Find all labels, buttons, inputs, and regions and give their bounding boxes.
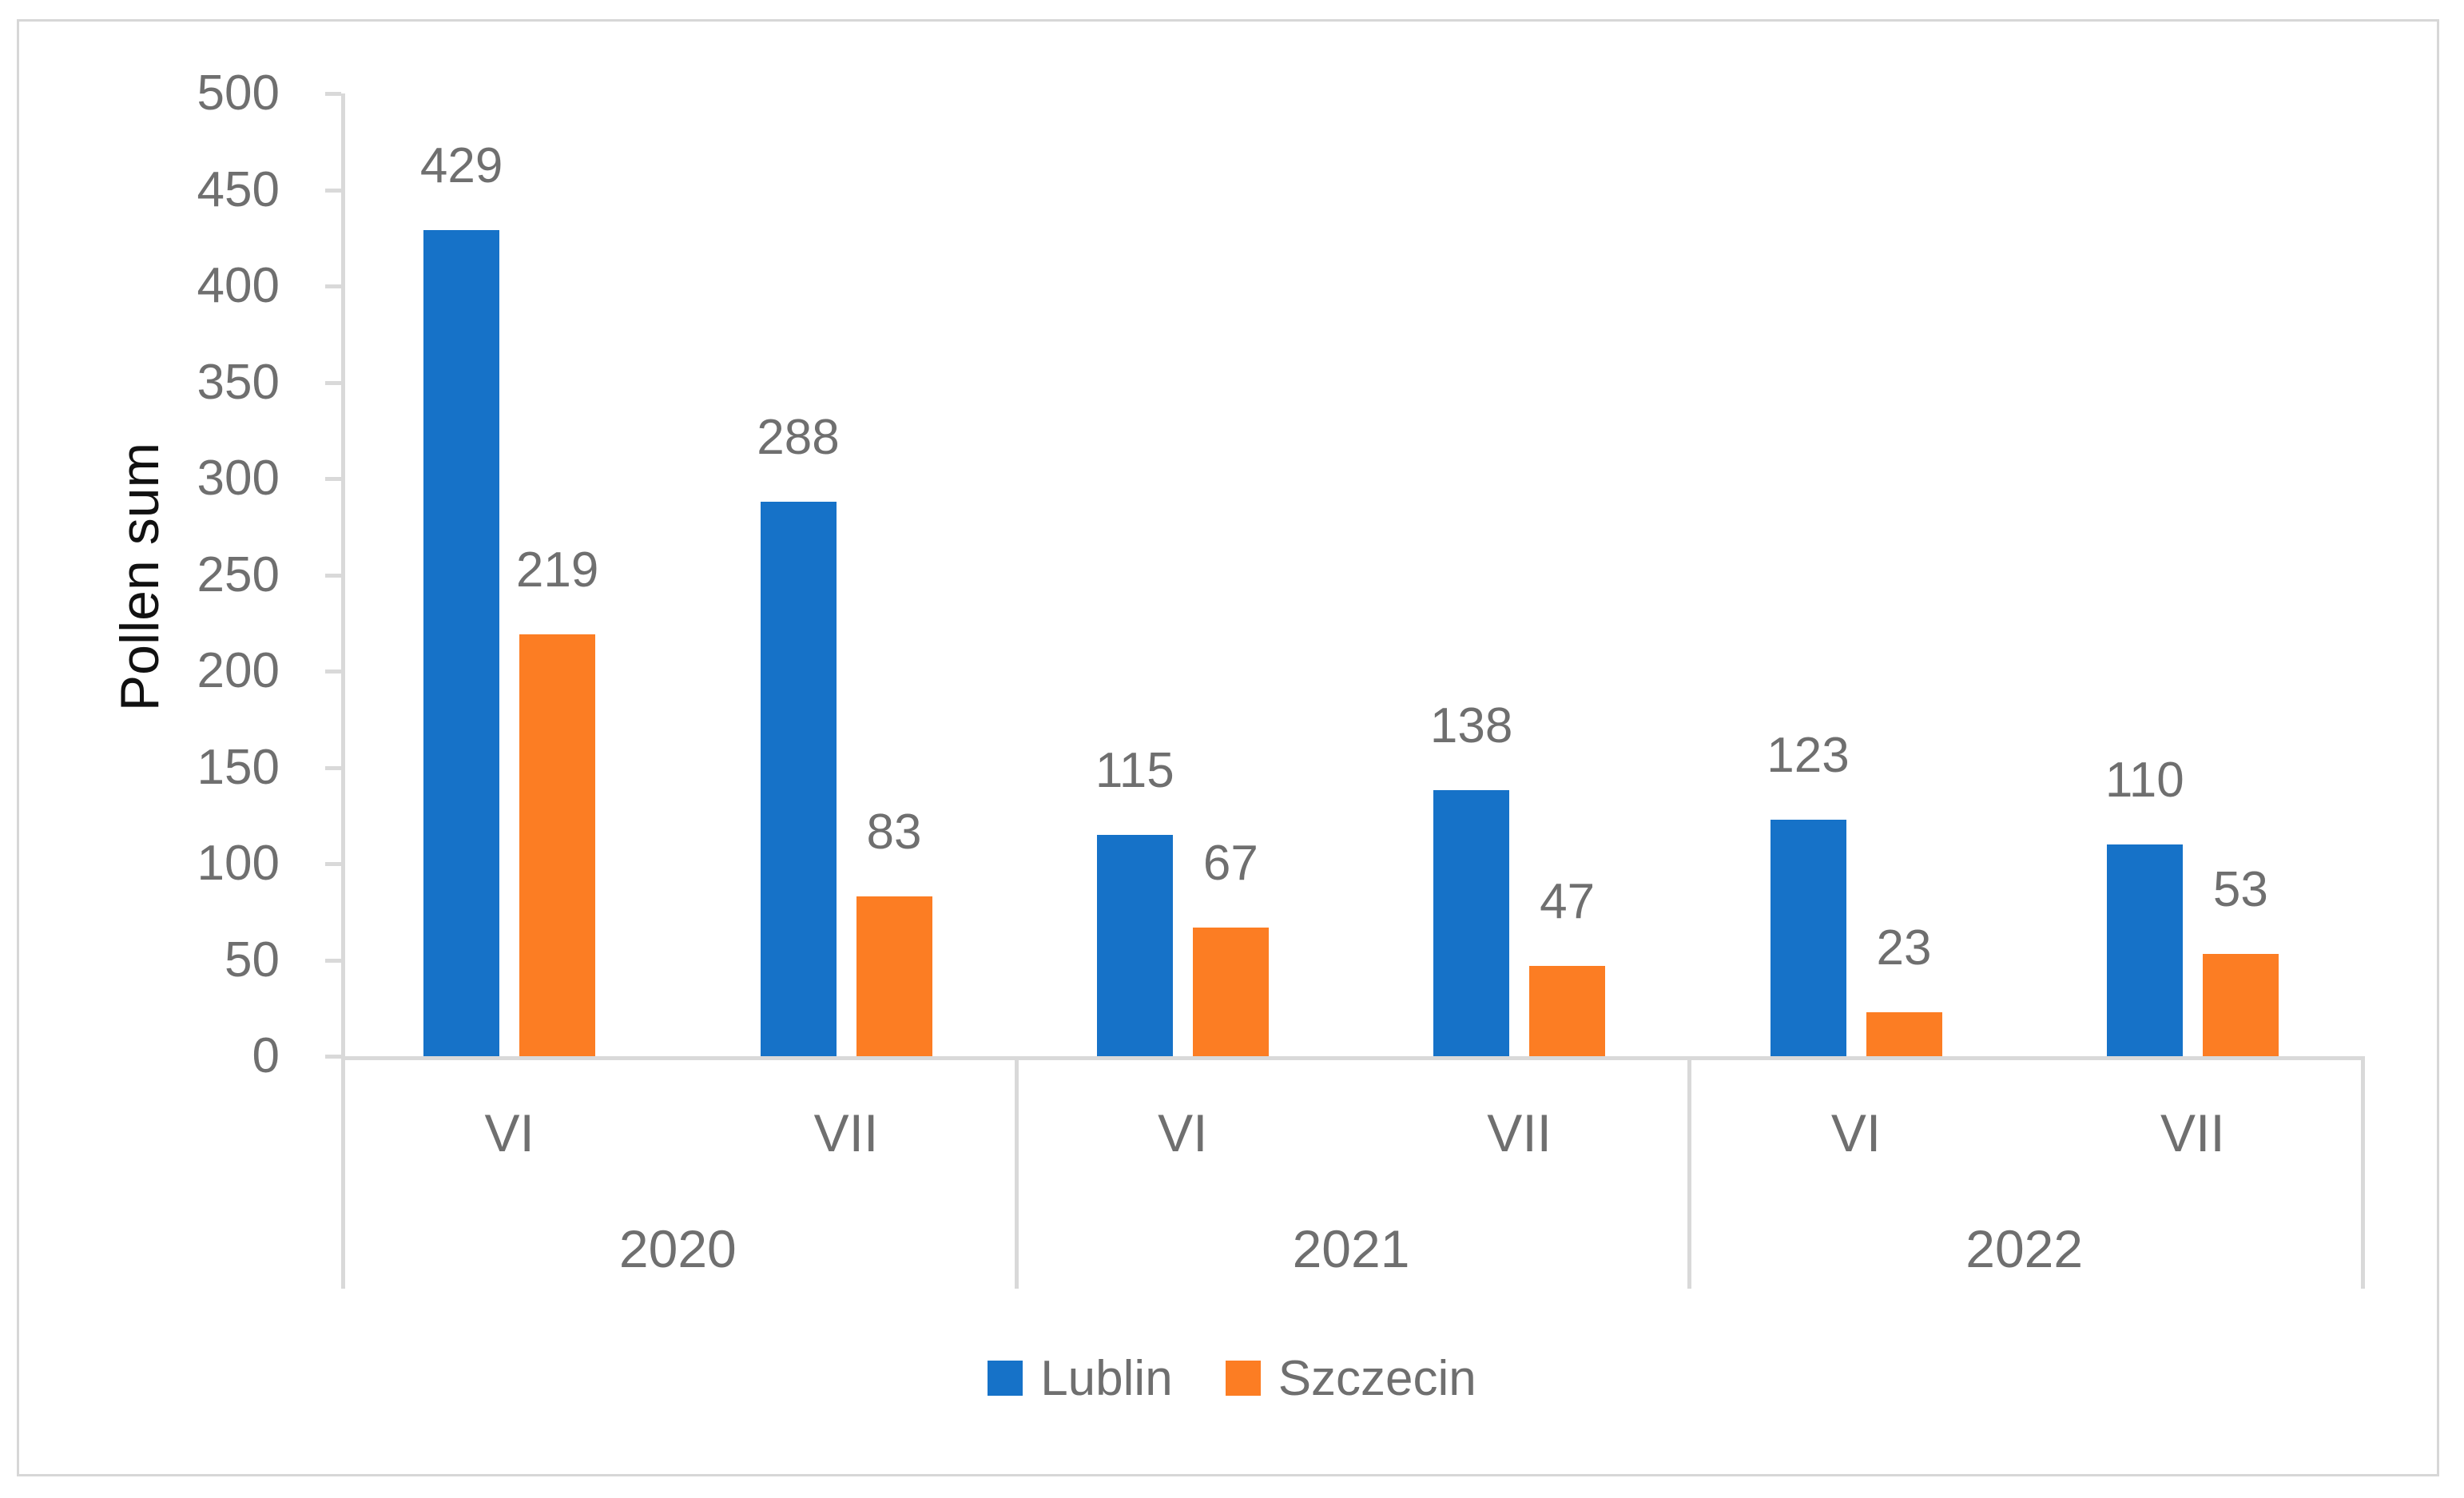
legend-label: Lublin [1040,1350,1173,1406]
y-tick-label: 450 [197,161,280,217]
y-tick-mark [325,765,341,770]
x-axis-line [341,1056,2365,1060]
chart-frame [17,19,2439,1476]
x-axis-year-label: 2020 [618,1219,737,1278]
legend-item-lublin: Lublin [988,1350,1173,1407]
x-axis-month-label: VII [2160,1103,2225,1162]
y-tick-mark [325,958,341,963]
y-axis-line [341,93,345,1289]
y-tick-mark [325,1055,341,1059]
bar-lublin-2020-VI [423,230,500,1056]
bar-szczecin-2022-VI [1866,1011,1942,1056]
bar-value-label: 110 [2104,752,2184,808]
x-axis-month-label: VII [813,1103,879,1162]
bar-lublin-2022-VII [2106,844,2183,1056]
y-tick-label: 350 [197,354,280,410]
bar-value-label: 123 [1767,727,1850,783]
bar-value-label: 219 [515,542,599,598]
bar-lublin-2020-VII [760,501,837,1056]
bar-szczecin-2020-VII [856,896,932,1056]
legend-item-szczecin: Szczecin [1225,1350,1476,1407]
y-tick-mark [325,862,341,866]
bar-value-label: 288 [757,409,840,465]
legend-color-swatch-icon [1225,1361,1261,1396]
legend: Lublin Szczecin [0,1345,2464,1412]
y-tick-label: 400 [197,258,280,313]
bar-value-label: 53 [2212,862,2268,918]
legend-color-swatch-icon [988,1361,1023,1396]
y-tick-mark [325,380,341,385]
bar-value-label: 115 [1095,742,1174,798]
y-tick-mark [325,188,341,193]
x-axis-month-label: VI [1830,1103,1882,1162]
bar-szczecin-2021-VII [1529,965,1606,1056]
y-tick-label: 500 [197,66,280,121]
y-tick-label: 150 [197,739,280,795]
bar-szczecin-2021-VI [1192,927,1269,1056]
bar-value-label: 138 [1429,698,1513,754]
x-axis-month-label: VI [1158,1103,1208,1162]
bar-szczecin-2020-VI [519,634,596,1056]
y-tick-label: 100 [197,836,280,891]
legend-label: Szczecin [1278,1350,1476,1406]
y-tick-label: 300 [197,451,280,506]
bar-lublin-2021-VI [1096,834,1173,1056]
y-tick-mark [325,670,341,674]
x-axis-year-label: 2022 [1965,1219,2084,1278]
y-tick-mark [325,284,341,288]
group-divider-line [1014,1056,1019,1289]
y-tick-mark [325,92,341,96]
y-tick-label: 0 [252,1028,280,1083]
bar-value-label: 83 [866,804,922,860]
y-tick-mark [325,477,341,481]
y-tick-label: 200 [197,643,280,698]
y-tick-mark [325,573,341,578]
x-axis-month-label: VII [1487,1103,1552,1162]
bar-value-label: 67 [1202,835,1258,891]
y-tick-label: 250 [197,546,280,602]
bar-szczecin-2022-VII [2202,954,2279,1056]
x-axis-year-label: 2021 [1292,1219,1410,1278]
group-divider-line [1687,1056,1692,1289]
bar-value-label: 23 [1876,920,1932,975]
y-tick-label: 50 [225,932,280,987]
bar-value-label: 47 [1540,873,1596,929]
bar-lublin-2021-VII [1433,790,1510,1056]
x-axis-month-label: VI [484,1103,535,1162]
bar-value-label: 429 [419,138,503,194]
group-divider-line [2361,1056,2365,1289]
bar-lublin-2022-VI [1770,819,1846,1056]
